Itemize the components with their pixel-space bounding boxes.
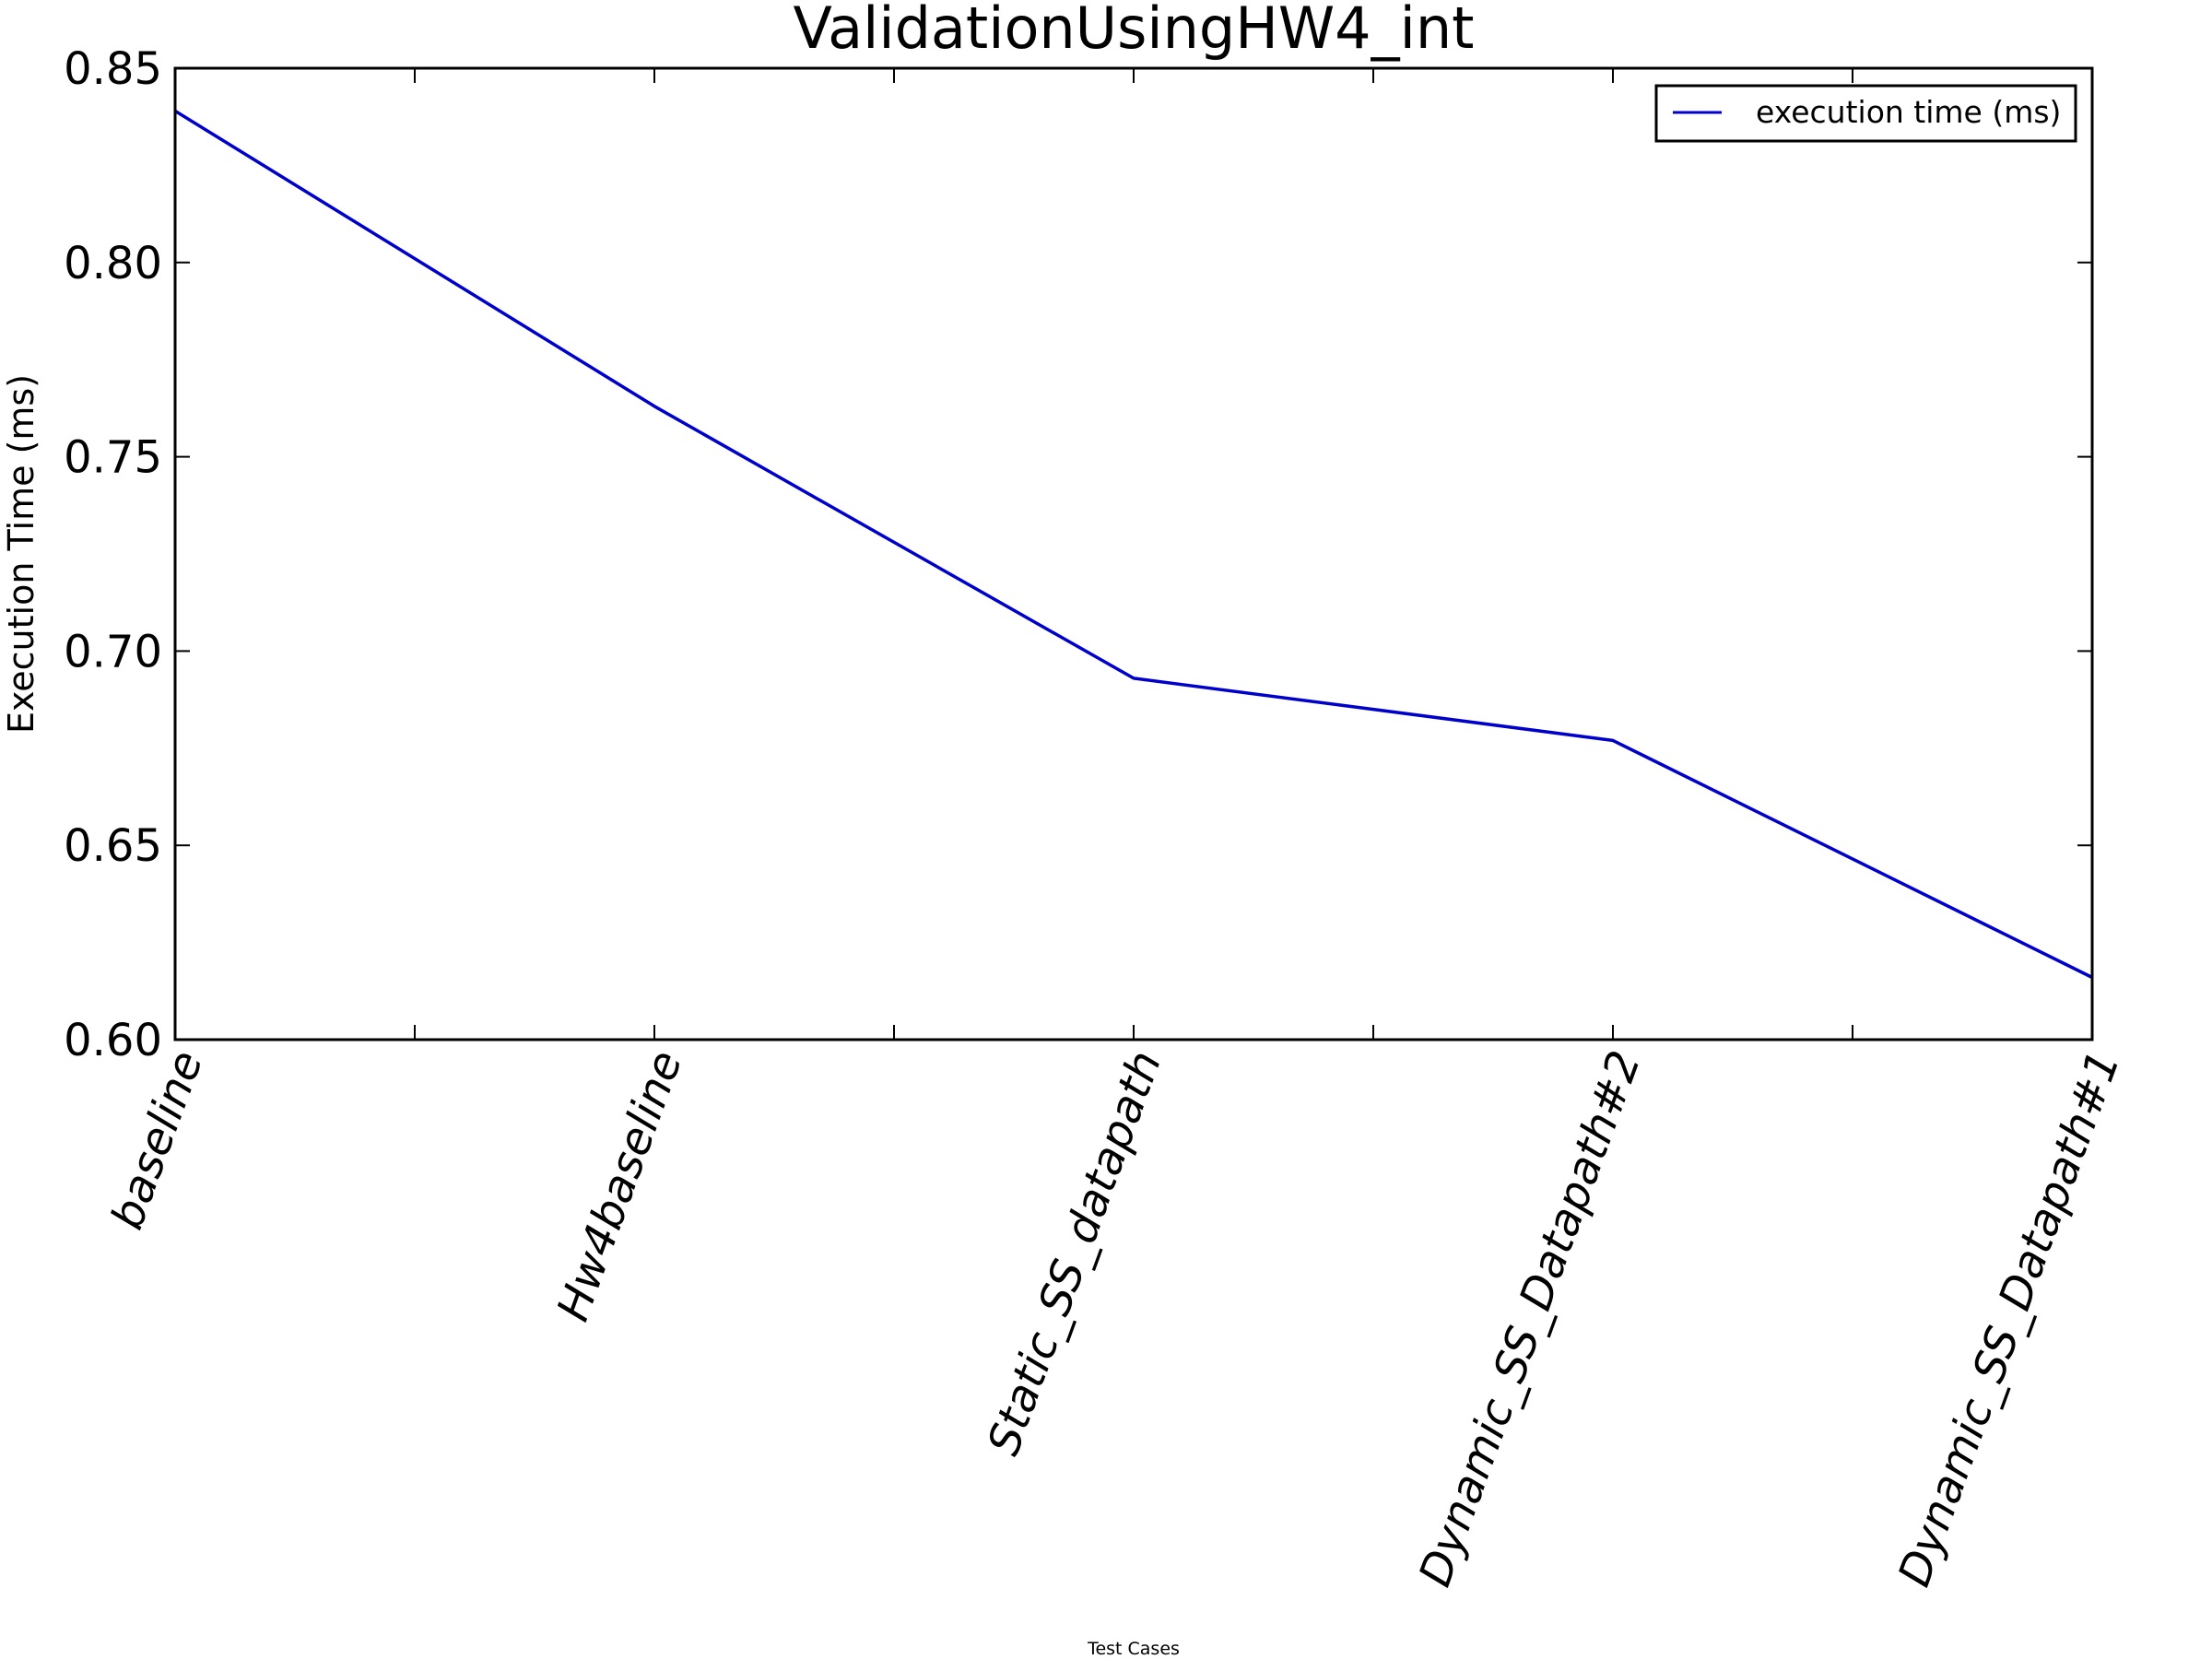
legend-label: execution time (ms): [1756, 94, 2061, 130]
plot-frame: [173, 66, 2094, 1041]
legend: execution time (ms): [1654, 84, 2077, 143]
y-tick-label: 0.75: [64, 432, 162, 484]
y-tick-label: 0.70: [64, 626, 162, 677]
x-tick-label: Static_SS_datapath: [978, 1044, 1172, 1462]
x-tick-label: baseline: [101, 1044, 213, 1236]
axis-ticks: [174, 67, 2093, 1041]
series-layer: [174, 109, 2093, 980]
y-axis-label: Execution Time (ms): [1, 374, 41, 734]
x-tick-label: Hw4baseline: [547, 1044, 693, 1328]
chart-title: ValidationUsingHW4_int: [794, 0, 1475, 62]
y-tick-label: 0.65: [64, 820, 162, 872]
legend-box: [1654, 84, 2077, 143]
x-tick-label: Dynamic_SS_Datapath#2: [1409, 1044, 1651, 1594]
y-tick-labels: 0.60 0.65 0.70 0.75 0.80 0.85: [64, 43, 162, 1066]
x-tick-label: Dynamic_SS_Datapath#1: [1888, 1044, 2130, 1594]
series-line: [174, 109, 2093, 980]
y-tick-label: 0.60: [64, 1015, 162, 1066]
y-tick-label: 0.85: [64, 43, 162, 95]
x-axis-label: Test Cases: [1087, 1639, 1180, 1659]
y-tick-label: 0.80: [64, 238, 162, 289]
x-tick-labels: baseline Hw4baseline Static_SS_datapath Dyn…: [101, 1044, 2130, 1594]
